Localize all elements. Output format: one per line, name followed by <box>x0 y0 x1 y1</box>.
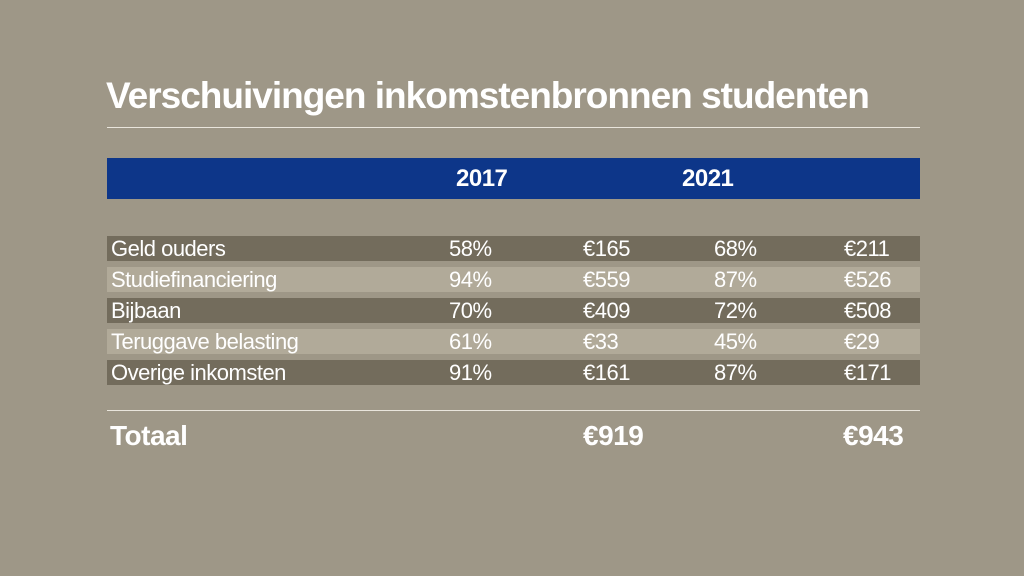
cell-amount-2021: €211 <box>844 236 890 261</box>
page-title: Verschuivingen inkomstenbronnen studente… <box>106 75 870 116</box>
cell-percent-2021: 45% <box>714 329 757 354</box>
cell-percent-2021: 87% <box>714 267 757 292</box>
cell-percent-2017: 70% <box>449 298 492 323</box>
cell-percent-2021: 87% <box>714 360 757 385</box>
cell-amount-2017: €559 <box>583 267 630 292</box>
cell-percent-2017: 58% <box>449 236 492 261</box>
cell-amount-2017: €33 <box>583 329 619 354</box>
row-label: Geld ouders <box>111 236 226 261</box>
cell-amount-2021: €508 <box>844 298 891 323</box>
table-body: Geld ouders 58% €165 68% €211 Studiefina… <box>107 236 920 391</box>
table-row: Studiefinanciering 94% €559 87% €526 <box>107 267 920 292</box>
total-amount-2021: €943 <box>843 420 904 451</box>
cell-percent-2017: 94% <box>449 267 492 292</box>
row-label: Overige inkomsten <box>111 360 286 385</box>
table-row: Overige inkomsten 91% €161 87% €171 <box>107 360 920 385</box>
column-header-2017: 2017 <box>456 165 508 192</box>
total-amount-2017: €919 <box>583 420 644 451</box>
total-row: Totaal €919 €943 <box>107 418 920 454</box>
cell-amount-2021: €526 <box>844 267 891 292</box>
row-label: Studiefinanciering <box>111 267 277 292</box>
cell-amount-2017: €165 <box>583 236 630 261</box>
total-label: Totaal <box>110 420 188 451</box>
table-row: Geld ouders 58% €165 68% €211 <box>107 236 920 261</box>
cell-amount-2017: €409 <box>583 298 630 323</box>
table-header: 2017 2021 <box>107 158 920 199</box>
table-row: Teruggave belasting 61% €33 45% €29 <box>107 329 920 354</box>
cell-amount-2021: €171 <box>844 360 891 385</box>
cell-percent-2017: 91% <box>449 360 492 385</box>
cell-percent-2017: 61% <box>449 329 492 354</box>
title-divider <box>107 127 920 128</box>
total-divider <box>107 410 920 411</box>
table-row: Bijbaan 70% €409 72% €508 <box>107 298 920 323</box>
row-label: Teruggave belasting <box>111 329 299 354</box>
cell-amount-2021: €29 <box>844 329 880 354</box>
cell-percent-2021: 68% <box>714 236 757 261</box>
cell-amount-2017: €161 <box>583 360 630 385</box>
row-label: Bijbaan <box>111 298 181 323</box>
column-header-2021: 2021 <box>682 165 734 192</box>
cell-percent-2021: 72% <box>714 298 757 323</box>
